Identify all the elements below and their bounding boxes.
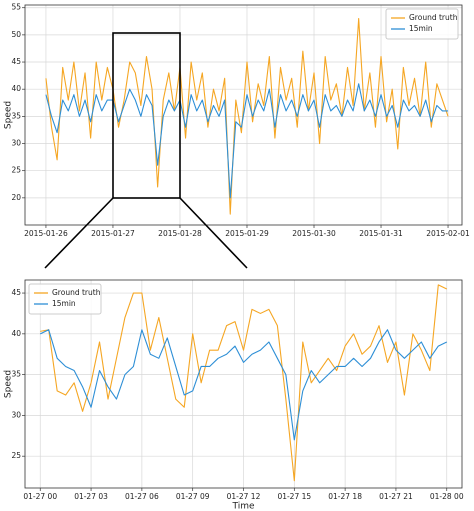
x-tick-label: 01-27 09 bbox=[176, 492, 210, 501]
x-tick-label: 01-27 00 bbox=[23, 492, 57, 501]
y-axis-label: Speed bbox=[4, 101, 14, 129]
x-tick-label: 01-28 00 bbox=[430, 492, 464, 501]
plot-frame bbox=[24, 4, 463, 226]
y-tick-label: 45 bbox=[11, 288, 21, 297]
legend: Ground truth 15min bbox=[385, 8, 459, 40]
y-tick-label: 35 bbox=[11, 370, 21, 379]
y-tick-label: 40 bbox=[11, 84, 21, 93]
y-tick-label: 50 bbox=[11, 30, 21, 39]
legend-label: Ground truth bbox=[409, 13, 458, 22]
legend: Ground truth 15min bbox=[28, 283, 102, 315]
x-tick-label: 01-27 15 bbox=[277, 492, 311, 501]
x-tick-label: 01-27 03 bbox=[74, 492, 108, 501]
x-tick-label: 01-27 21 bbox=[379, 492, 413, 501]
x-tick-label: 01-27 06 bbox=[125, 492, 159, 501]
legend-box bbox=[385, 8, 459, 40]
y-tick-label: 45 bbox=[11, 57, 21, 66]
x-tick-label: 2015-01-26 bbox=[24, 229, 68, 238]
x-tick-label: 2015-02-01 bbox=[426, 229, 470, 238]
legend-label: Ground truth bbox=[52, 288, 101, 297]
legend-label: 15min bbox=[52, 299, 76, 308]
legend-label: 15min bbox=[409, 24, 433, 33]
y-tick-label: 55 bbox=[11, 3, 21, 12]
x-tick-label: 2015-01-31 bbox=[359, 229, 403, 238]
x-tick-label: 01-27 18 bbox=[328, 492, 362, 501]
x-tick-label: 2015-01-27 bbox=[91, 229, 135, 238]
legend-box bbox=[28, 283, 102, 315]
x-tick-label: 01-27 12 bbox=[227, 492, 261, 501]
zoom-connector bbox=[44, 197, 114, 269]
y-tick-label: 40 bbox=[11, 329, 21, 338]
y-tick-label: 20 bbox=[11, 193, 21, 202]
y-tick-label: 30 bbox=[11, 139, 21, 148]
y-tick-label: 35 bbox=[11, 111, 21, 120]
x-tick-label: 2015-01-30 bbox=[292, 229, 336, 238]
y-tick-label: 25 bbox=[11, 166, 21, 175]
x-tick-label: 2015-01-29 bbox=[225, 229, 269, 238]
zoom-connector bbox=[179, 197, 248, 269]
y-tick-label: 30 bbox=[11, 410, 21, 419]
y-axis-label: Speed bbox=[4, 370, 14, 398]
y-tick-label: 25 bbox=[11, 451, 21, 460]
x-tick-label: 2015-01-28 bbox=[158, 229, 202, 238]
series-line bbox=[40, 284, 447, 482]
x-axis-label: Time bbox=[231, 502, 254, 511]
plot-frame bbox=[24, 279, 463, 489]
series-line bbox=[40, 329, 447, 441]
zoom-box bbox=[112, 32, 181, 199]
